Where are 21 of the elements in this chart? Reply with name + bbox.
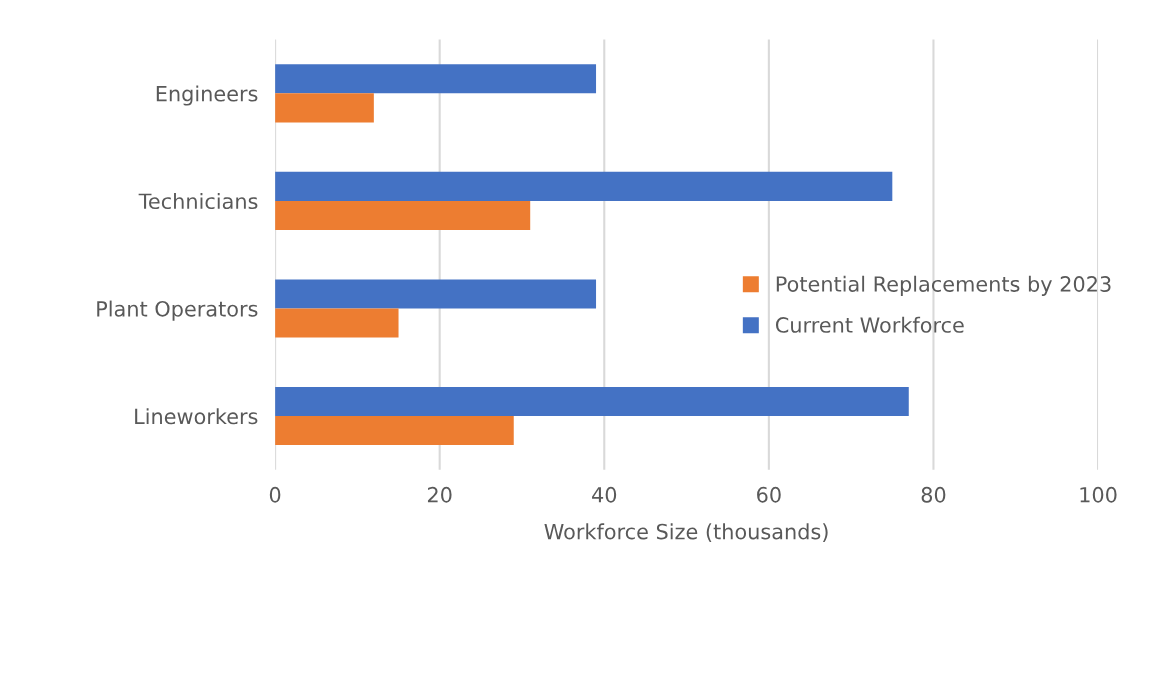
x-tick-label: 0 bbox=[269, 486, 281, 503]
bar bbox=[275, 171, 893, 201]
x-tick-label: 60 bbox=[757, 486, 781, 503]
y-tick-label: Engineers bbox=[156, 85, 258, 106]
bar bbox=[275, 93, 374, 123]
bar bbox=[275, 64, 597, 94]
legend-label: Current Workforce bbox=[775, 316, 964, 333]
bar bbox=[275, 279, 597, 309]
legend-label: Potential Replacements by 2023 bbox=[776, 275, 1111, 296]
x-tick-label: 80 bbox=[921, 486, 946, 503]
x-axis-title: Workforce Size (thousands) bbox=[544, 523, 828, 542]
bar bbox=[275, 308, 399, 338]
bar bbox=[275, 387, 909, 417]
x-tick-label: 20 bbox=[427, 486, 452, 503]
y-tick-label: Technicians bbox=[138, 193, 258, 210]
bar bbox=[275, 416, 514, 446]
y-tick-label: Lineworkers bbox=[135, 408, 258, 425]
y-tick-label: Plant Operators bbox=[97, 300, 258, 321]
x-tick-label: 40 bbox=[592, 486, 617, 503]
x-tick-label: 100 bbox=[1080, 486, 1117, 503]
bar bbox=[275, 200, 531, 230]
